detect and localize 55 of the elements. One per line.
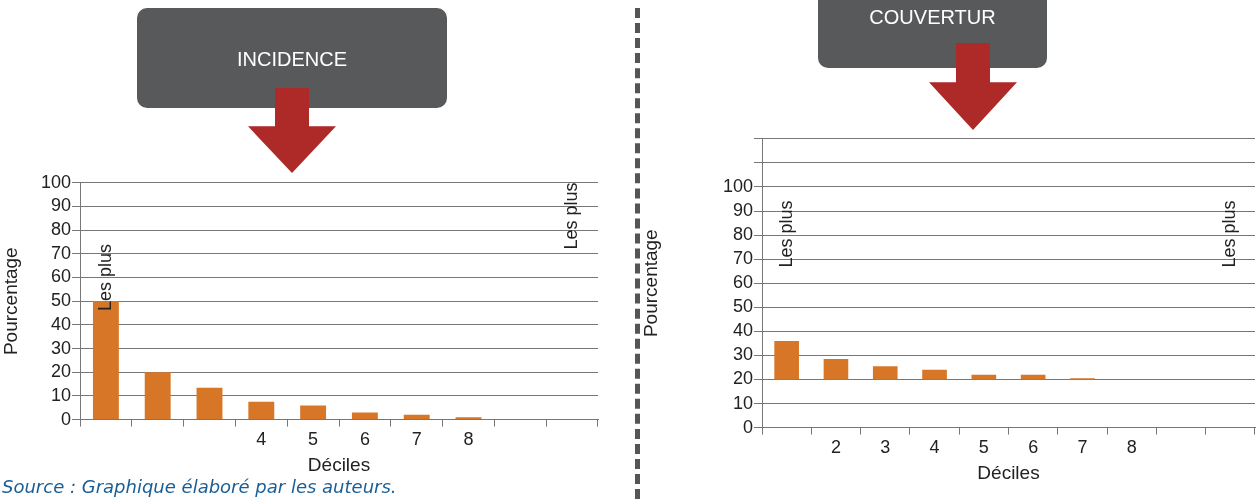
y-tick-label: 50 <box>732 296 753 317</box>
y-tick-label: 60 <box>732 272 753 293</box>
bar <box>351 412 378 420</box>
y-tick-label: 40 <box>732 320 753 341</box>
y-tick-label: 20 <box>732 368 753 389</box>
y-tick-label: 30 <box>50 337 71 358</box>
x-tick-label: 8 <box>463 429 474 450</box>
y-axis-title: Pourcentage <box>639 229 661 338</box>
bar <box>248 401 275 420</box>
bar <box>300 405 327 420</box>
y-tick-label: 40 <box>50 313 71 334</box>
chart-title: COUVERTUR <box>868 6 997 29</box>
y-tick-label: 20 <box>50 361 71 382</box>
bar <box>196 387 223 420</box>
x-tick-label: 4 <box>256 429 267 450</box>
bar <box>774 340 799 380</box>
x-tick-label: 5 <box>978 437 989 458</box>
y-tick-label: 70 <box>732 248 753 269</box>
y-tick-label: 50 <box>50 290 71 311</box>
y-tick-label: 30 <box>732 344 753 365</box>
annotation: Les plus <box>775 200 796 268</box>
y-tick-label: 90 <box>732 199 753 220</box>
bar <box>922 369 947 380</box>
y-tick-label: 10 <box>50 384 71 405</box>
bar <box>823 359 849 380</box>
y-tick-label: 100 <box>722 175 753 196</box>
bar <box>872 366 898 380</box>
bar <box>403 414 430 420</box>
x-axis-title: Déciles <box>307 453 371 475</box>
y-tick-label: 10 <box>732 392 753 413</box>
y-tick-label: 0 <box>742 416 753 437</box>
x-tick-label: 7 <box>1077 437 1088 458</box>
y-tick-label: 70 <box>50 242 71 263</box>
y-axis-title: Pourcentage <box>0 247 21 356</box>
x-tick-label: 8 <box>1126 437 1137 458</box>
annotation: Les plus <box>94 244 115 312</box>
y-tick-label: 0 <box>60 408 71 429</box>
y-tick-label: 80 <box>50 219 71 240</box>
x-axis-title: Déciles <box>977 461 1040 483</box>
y-tick-label: 80 <box>732 224 753 245</box>
annotation: Les plus <box>1219 200 1240 268</box>
y-tick-label: 100 <box>40 171 71 192</box>
x-tick-label: 3 <box>880 437 891 458</box>
x-tick-label: 6 <box>359 429 370 450</box>
x-tick-label: 5 <box>308 429 319 450</box>
x-tick-label: 6 <box>1028 437 1039 458</box>
source-note: Source : Graphique élaboré par les auteurs. <box>2 476 397 497</box>
chart-title: INCIDENCE <box>236 48 348 71</box>
bar <box>144 372 171 420</box>
annotation: Les plus <box>561 182 582 250</box>
x-tick-label: 4 <box>929 437 940 458</box>
x-tick-label: 7 <box>411 429 422 450</box>
y-tick-label: 90 <box>50 195 71 216</box>
y-tick-label: 60 <box>50 266 71 287</box>
x-tick-label: 2 <box>830 437 841 458</box>
